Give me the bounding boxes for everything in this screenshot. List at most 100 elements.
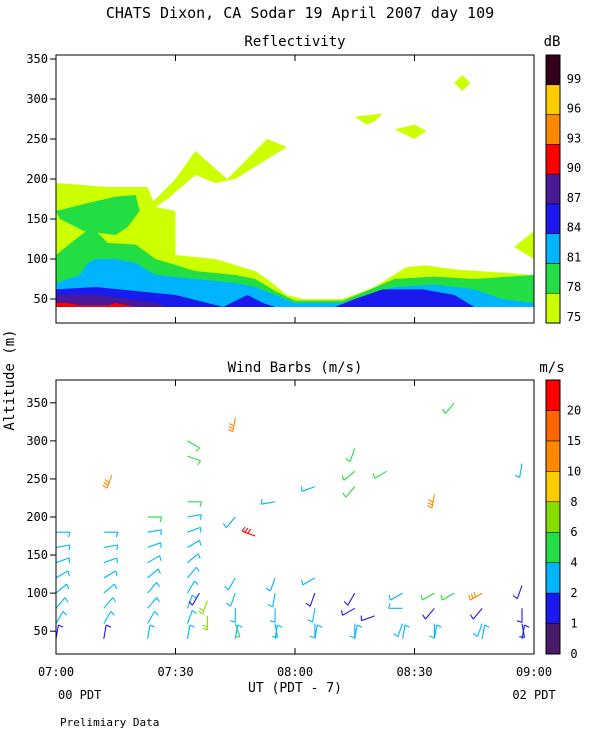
y-tick-label: 300 xyxy=(26,92,48,106)
x-tick-label: 07:30 xyxy=(157,665,193,679)
reflectivity-colorbar: 75 78 81 84 87 90 93 96 99 xyxy=(545,54,581,324)
colorbar-swatch xyxy=(545,623,561,655)
reflectivity-region-87db xyxy=(56,295,168,307)
wind-barb xyxy=(481,624,490,639)
wind-barb xyxy=(516,608,523,623)
y-tick-label: 350 xyxy=(26,396,48,410)
wind-barb xyxy=(55,570,70,579)
wind-barb xyxy=(222,516,236,529)
wind-barb xyxy=(469,607,483,620)
wind-barb xyxy=(300,486,316,492)
colorbar-level-label: 75 xyxy=(567,310,581,324)
wind-barb xyxy=(147,611,159,624)
wind-barb xyxy=(102,474,113,489)
wind-barb xyxy=(342,486,356,498)
wind-barb xyxy=(260,498,276,505)
x-tick-label: 07:00 xyxy=(38,665,74,679)
wind-barb xyxy=(433,624,442,639)
wind-barb xyxy=(301,577,316,586)
wind-barb xyxy=(147,597,160,609)
wind-barb xyxy=(103,544,119,551)
wind-barb xyxy=(314,624,323,639)
wind-barb xyxy=(343,592,356,606)
wind-barb xyxy=(388,603,403,609)
colorbar-level-label: 81 xyxy=(567,250,581,264)
wind-barb xyxy=(388,592,403,601)
wind-barb xyxy=(55,611,67,624)
y-tick-label: 50 xyxy=(34,624,48,638)
y-tick-label: 100 xyxy=(26,252,48,266)
wind-barb xyxy=(187,539,202,548)
colorbar-level-label: 93 xyxy=(567,131,581,145)
wind-barb xyxy=(147,568,161,579)
wind-colorbar-label: m/s xyxy=(539,360,564,376)
wind-barb xyxy=(307,608,316,623)
wind-barb xyxy=(103,557,118,564)
colorbar-swatch xyxy=(545,84,561,115)
colorbar-swatch xyxy=(545,562,561,594)
wind-barb xyxy=(402,624,410,639)
colorbar-level-label: 8 xyxy=(570,495,577,509)
wind-barb xyxy=(187,553,201,564)
y-tick-label: 150 xyxy=(26,212,48,226)
wind-barb xyxy=(241,526,256,537)
y-tick-label: 200 xyxy=(26,510,48,524)
wind-barb xyxy=(187,501,203,507)
colorbar-swatch xyxy=(545,592,561,624)
colorbar-level-label: 15 xyxy=(567,434,581,448)
reflectivity-region-78db xyxy=(56,195,140,235)
wind-barb xyxy=(341,470,356,481)
x-tick-label: 09:00 xyxy=(516,665,552,679)
wind-barb xyxy=(512,585,523,600)
reflectivity-region-90db xyxy=(56,303,136,307)
wind-barb xyxy=(269,608,276,623)
reflectivity-region-75db xyxy=(454,75,471,91)
colorbar-level-label: 87 xyxy=(567,191,581,205)
y-tick-label: 150 xyxy=(26,548,48,562)
wind-barb xyxy=(186,609,197,624)
wind-barb xyxy=(187,526,202,533)
y-tick-label: 50 xyxy=(34,292,48,306)
wind-barb xyxy=(472,623,483,638)
wind-barb xyxy=(393,623,404,638)
wind-barb xyxy=(147,555,162,564)
colorbar-level-label: 78 xyxy=(567,280,581,294)
wind-barb xyxy=(267,593,276,608)
colorbar-swatch xyxy=(545,292,561,324)
reflectivity-panel: Reflectivity 50 100 150 200 250 300 350 75 78 81… xyxy=(26,34,581,324)
left-time-note: 00 PDT xyxy=(58,688,101,702)
wind-barb xyxy=(227,418,236,433)
reflectivity-region-84db xyxy=(56,287,475,307)
wind-barb xyxy=(147,582,160,594)
wind-barb xyxy=(225,592,236,607)
reflectivity-region-75db xyxy=(354,113,383,125)
colorbar-swatch xyxy=(545,471,561,503)
colorbar-level-label: 6 xyxy=(570,525,577,539)
y-tick-label: 100 xyxy=(26,586,48,600)
wind-barb xyxy=(309,623,316,639)
colorbar-level-label: 0 xyxy=(570,647,577,661)
wind-barb xyxy=(186,624,195,639)
reflectivity-region-75db xyxy=(514,231,534,259)
wind-barb xyxy=(420,592,435,601)
colorbar-swatch xyxy=(545,54,561,86)
reflectivity-region-75db xyxy=(147,139,287,207)
wind-barb xyxy=(234,624,243,639)
wind-barb xyxy=(340,607,356,616)
colorbar-swatch xyxy=(545,263,561,294)
wind-barb xyxy=(274,624,283,639)
figure-title: CHATS Dixon, CA Sodar 19 April 2007 day … xyxy=(106,4,494,22)
wind-barb xyxy=(521,624,530,639)
wind-colorbar: 0 1 2 4 6 8 10 15 20 xyxy=(545,379,581,661)
wind-barb xyxy=(187,440,200,452)
y-axis-label: Altitude (m) xyxy=(2,329,18,430)
wind-barb xyxy=(187,580,199,594)
colorbar-swatch xyxy=(545,531,561,563)
reflectivity-title: Reflectivity xyxy=(244,34,345,50)
colorbar-swatch xyxy=(545,501,561,533)
colorbar-frame xyxy=(545,54,561,324)
y-tick-label: 350 xyxy=(26,52,48,66)
wind-barb xyxy=(440,592,455,601)
y-tick-label: 250 xyxy=(26,472,48,486)
